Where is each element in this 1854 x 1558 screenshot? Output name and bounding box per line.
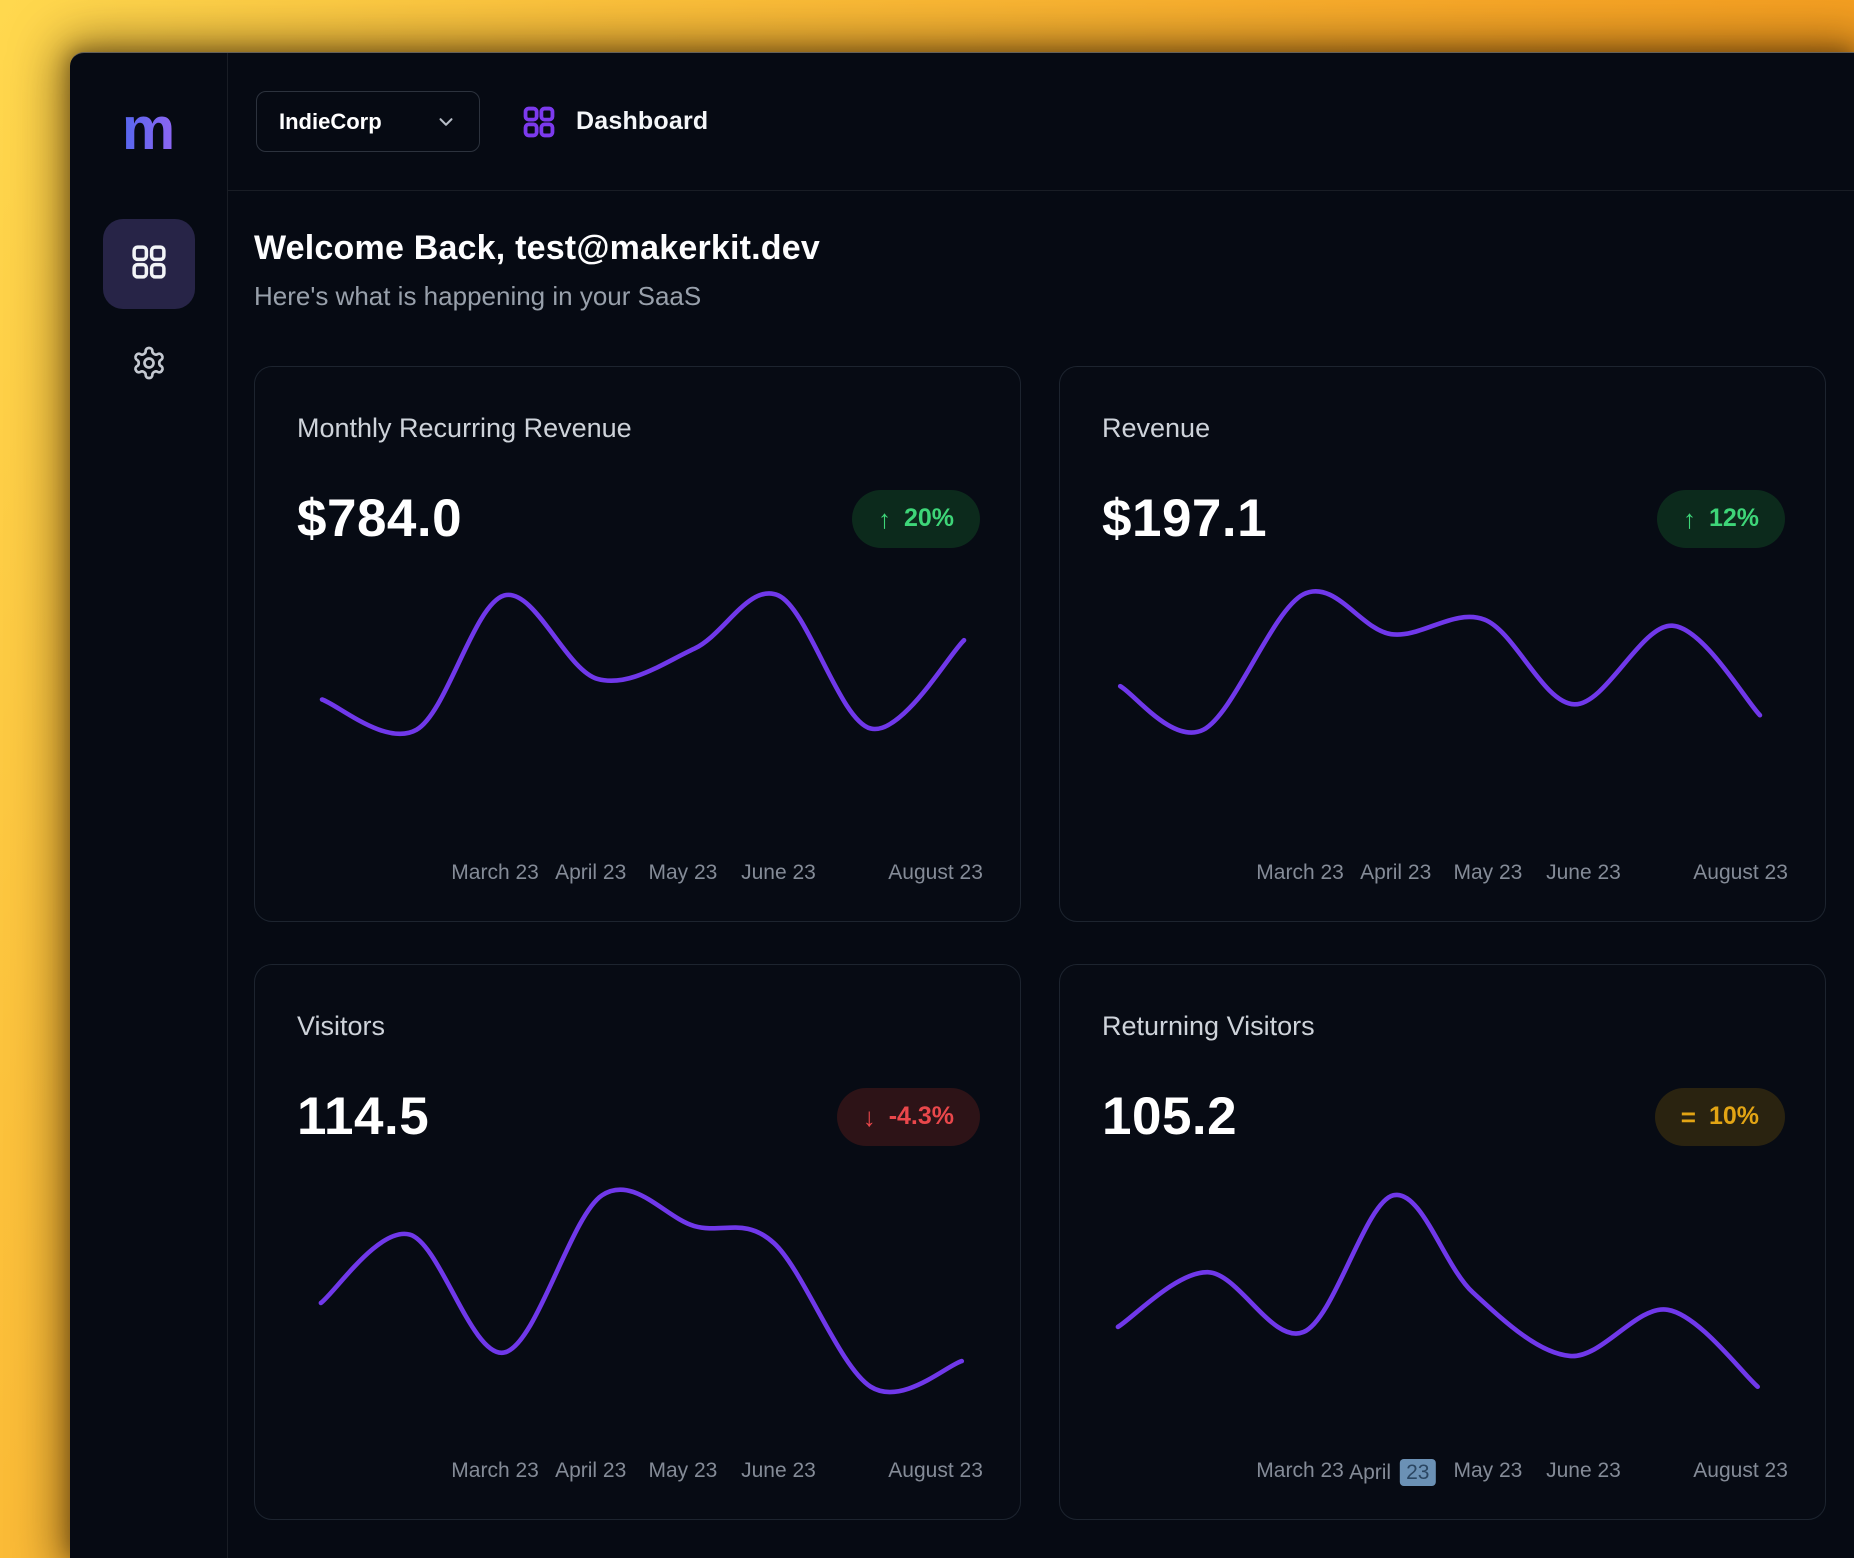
trend-arrow-up-icon: ↑	[1683, 506, 1696, 532]
metric-card-returning-visitors: Returning Visitors 105.2 = 10% March 23April…	[1059, 964, 1826, 1520]
x-axis-label: May 23	[1453, 1459, 1522, 1483]
trend-value: -4.3%	[889, 1102, 954, 1131]
grid-icon	[520, 103, 558, 141]
team-selector-button[interactable]: IndieCorp	[256, 91, 480, 152]
welcome-heading: Welcome Back, test@makerkit.dev	[254, 229, 1826, 268]
metric-value: $197.1	[1102, 488, 1267, 549]
trend-arrow-down-icon: ↓	[863, 1104, 876, 1130]
chevron-down-icon	[435, 111, 457, 133]
metric-line-chart	[1102, 1185, 1785, 1397]
metric-card-revenue: Revenue $197.1 ↑ 12% March 23 April 23 May 23 J…	[1059, 366, 1826, 922]
metric-card-visitors: Visitors 114.5 ↓ -4.3% March 23 April 23 May 2…	[254, 964, 1021, 1520]
chart-area: March 23 April 23 May 23 June 23 August 23	[1102, 587, 1785, 891]
x-axis: March 23 April 23 May 23 June 23 August 23	[297, 861, 980, 891]
metric-card-mrr: Monthly Recurring Revenue $784.0 ↑ 20% March…	[254, 366, 1021, 922]
x-axis-label: August 23	[888, 861, 983, 885]
metric-line-chart	[297, 587, 980, 737]
chart-area: March 23 April 23 May 23 June 23 August 23	[297, 1185, 980, 1489]
x-axis-label: April 23	[555, 861, 626, 885]
x-axis-label: August 23	[888, 1459, 983, 1483]
x-axis-label: March 23	[1256, 1459, 1344, 1483]
x-axis: March 23April23 May 23 June 23 August 23	[1102, 1459, 1785, 1489]
trend-equals-icon: =	[1681, 1104, 1696, 1130]
x-axis-label: June 23	[741, 1459, 816, 1483]
chart-area: March 23 April 23 May 23 June 23 August 23	[297, 587, 980, 891]
trend-value: 10%	[1709, 1102, 1759, 1131]
trend-badge: ↑ 12%	[1657, 490, 1785, 548]
x-axis-label: March 23	[451, 1459, 539, 1483]
trend-arrow-up-icon: ↑	[878, 506, 891, 532]
card-title: Revenue	[1102, 413, 1785, 444]
x-axis-label: March 23	[451, 861, 539, 885]
x-axis-label: March 23	[1256, 861, 1344, 885]
trend-badge: = 10%	[1655, 1088, 1785, 1146]
trend-badge: ↑ 20%	[852, 490, 980, 548]
breadcrumb: Dashboard	[520, 103, 708, 141]
makerkit-logo: m	[122, 99, 175, 159]
metric-line-chart	[1102, 587, 1785, 737]
metric-value: 105.2	[1102, 1086, 1237, 1147]
welcome-subtitle: Here's what is happening in your SaaS	[254, 281, 1826, 312]
x-axis: March 23 April 23 May 23 June 23 August 23	[1102, 861, 1785, 891]
x-axis-label: June 23	[1546, 861, 1621, 885]
x-axis-label: April 23	[1360, 861, 1431, 885]
topbar: IndieCorp Dashboard	[228, 53, 1854, 191]
page-title: Dashboard	[576, 107, 708, 136]
metric-value-row: $784.0 ↑ 20%	[297, 488, 980, 549]
card-title: Returning Visitors	[1102, 1011, 1785, 1042]
sidebar-item-dashboard[interactable]	[103, 219, 195, 309]
dashboard-content: Welcome Back, test@makerkit.dev Here's w…	[228, 191, 1854, 1558]
trend-badge: ↓ -4.3%	[837, 1088, 980, 1146]
team-selector-label: IndieCorp	[279, 109, 382, 135]
metric-value: $784.0	[297, 488, 462, 549]
x-axis-label: April 23	[555, 1459, 626, 1483]
metrics-grid: Monthly Recurring Revenue $784.0 ↑ 20% March…	[254, 366, 1826, 1520]
metric-value: 114.5	[297, 1086, 429, 1147]
trend-value: 12%	[1709, 504, 1759, 533]
card-title: Visitors	[297, 1011, 980, 1042]
x-axis-label: May 23	[648, 1459, 717, 1483]
chart-area: March 23April23 May 23 June 23 August 23	[1102, 1185, 1785, 1489]
x-axis-label: April23	[1349, 1459, 1435, 1486]
grid-icon	[128, 241, 170, 288]
metric-value-row: $197.1 ↑ 12%	[1102, 488, 1785, 549]
x-axis: March 23 April 23 May 23 June 23 August 23	[297, 1459, 980, 1489]
metric-line-chart	[297, 1185, 980, 1397]
x-axis-label: May 23	[1453, 861, 1522, 885]
x-axis-label: May 23	[648, 861, 717, 885]
x-axis-label: June 23	[741, 861, 816, 885]
trend-value: 20%	[904, 504, 954, 533]
gear-icon	[131, 345, 167, 381]
x-axis-label: August 23	[1693, 861, 1788, 885]
card-title: Monthly Recurring Revenue	[297, 413, 980, 444]
app-window: m IndieCorp	[70, 52, 1854, 1558]
metric-value-row: 105.2 = 10%	[1102, 1086, 1785, 1147]
main-area: IndieCorp Dashboard Welcome Back,	[228, 53, 1854, 1558]
selected-text-highlight: 23	[1400, 1459, 1435, 1486]
sidebar: m	[70, 53, 228, 1558]
x-axis-label: June 23	[1546, 1459, 1621, 1483]
metric-value-row: 114.5 ↓ -4.3%	[297, 1086, 980, 1147]
sidebar-item-settings[interactable]	[103, 337, 195, 389]
x-axis-label: August 23	[1693, 1459, 1788, 1483]
